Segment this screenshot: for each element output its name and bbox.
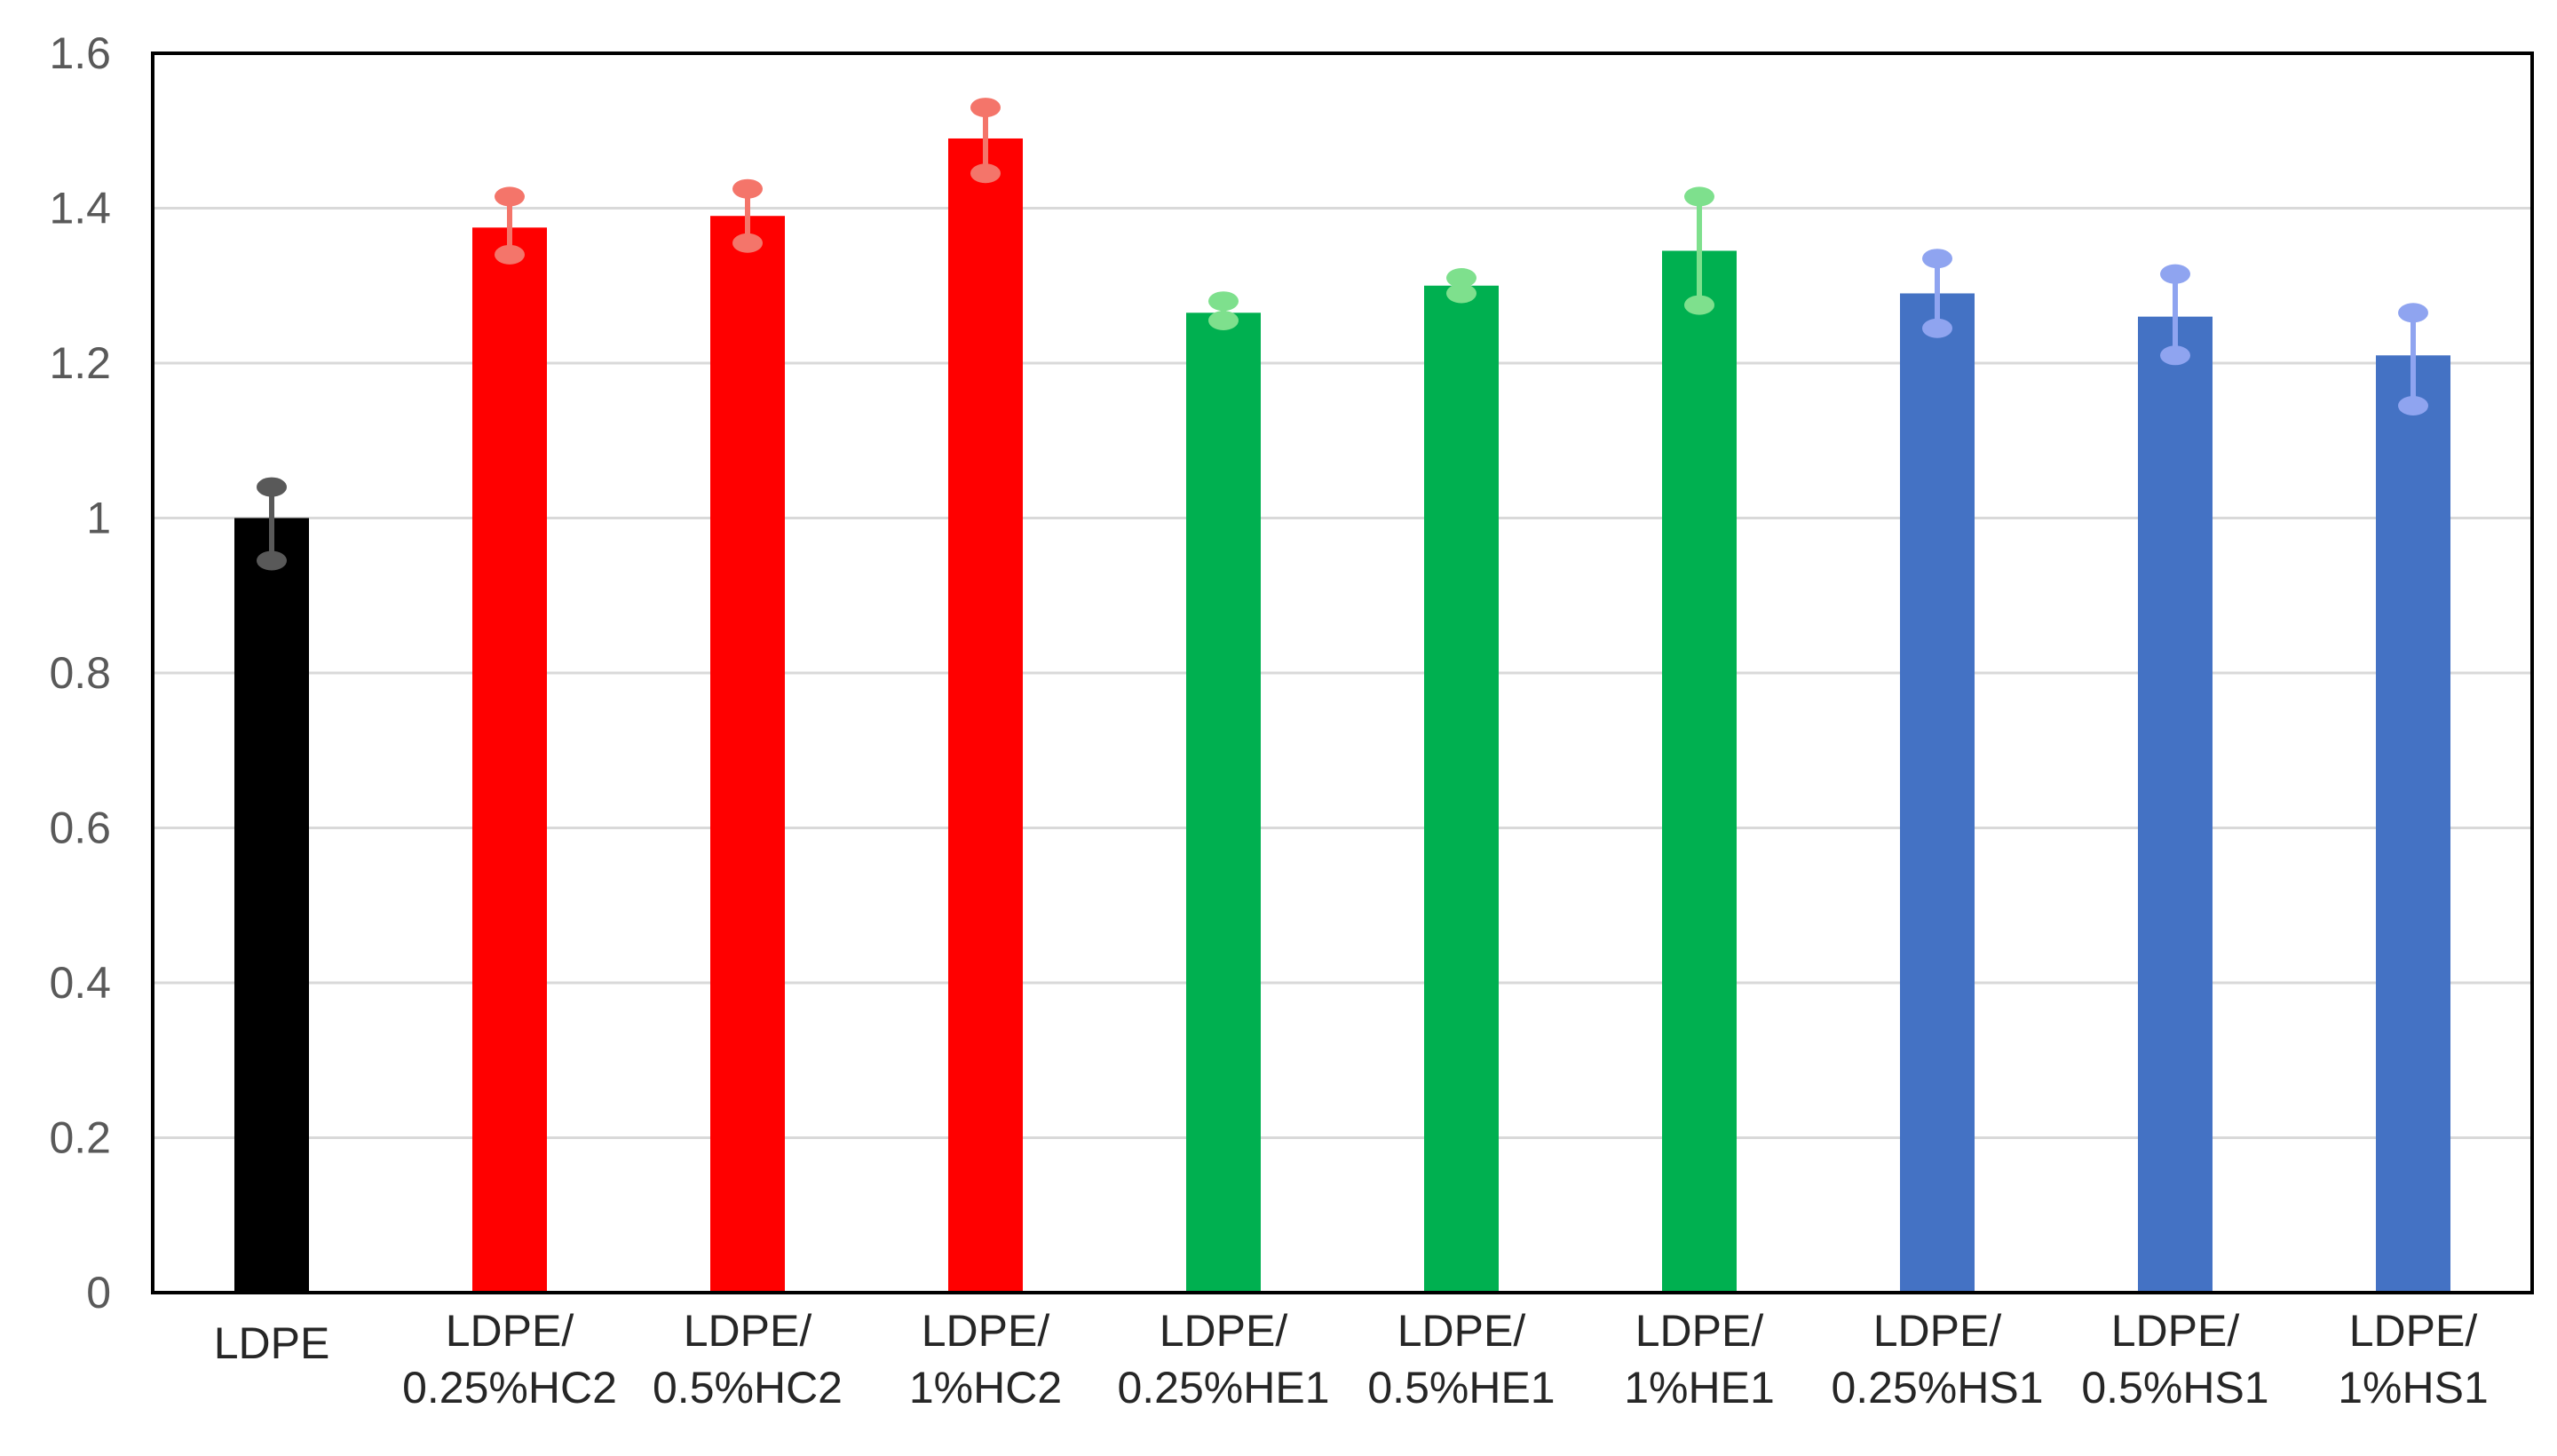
bar (1662, 250, 1737, 1293)
error-bar-cap-low (1446, 283, 1476, 304)
bar (472, 227, 547, 1293)
y-axis-ticks: 0 0.2 0.4 0.6 0.8 1 1.2 1.4 1.6 (49, 28, 111, 1318)
x-category-label: LDPE/0.25%HC2 (402, 1306, 617, 1412)
error-bar-cap-high (1446, 268, 1476, 289)
error-bar-cap-low (732, 233, 763, 253)
bar (234, 518, 309, 1293)
error-bar-cap-low (1684, 295, 1714, 315)
x-category-label: LDPE (214, 1318, 330, 1368)
x-category-label: LDPE/0.25%HS1 (1831, 1306, 2043, 1412)
error-bar-cap-high (970, 98, 1001, 118)
error-bar-cap-high (2398, 303, 2428, 323)
gridlines (153, 207, 2532, 1139)
y-tick-label: 0.2 (49, 1113, 111, 1163)
x-axis-labels: LDPE LDPE/0.25%HC2 LDPE/0.5%HC2 LDPE/1%HC2 L… (214, 1306, 2489, 1412)
y-tick-label: 1.6 (49, 28, 111, 78)
bar (1900, 293, 1975, 1294)
error-bar-cap-high (495, 186, 525, 207)
y-tick-label: 1.4 (49, 184, 111, 233)
bars (234, 138, 2450, 1294)
x-category-label: LDPE/1%HS1 (2338, 1306, 2489, 1412)
error-bar-cap-low (495, 244, 525, 265)
error-bar-cap-high (1208, 291, 1239, 312)
error-bar-cap-low (257, 550, 287, 571)
bar (1186, 313, 1261, 1294)
x-category-label: LDPE/0.5%HE1 (1367, 1306, 1555, 1412)
error-bar-cap-high (1922, 249, 1952, 269)
error-bar-cap-low (1922, 318, 1952, 338)
error-bar-cap-high (2160, 264, 2190, 284)
y-tick-label: 0.6 (49, 803, 111, 853)
bar (710, 216, 785, 1294)
error-bar-cap-high (257, 477, 287, 497)
error-bar-cap-low (1208, 311, 1239, 331)
bar (1424, 285, 1499, 1293)
bar (2376, 355, 2450, 1293)
error-bar-cap-low (2160, 345, 2190, 366)
error-bar-cap-high (1684, 186, 1714, 207)
error-bars (257, 98, 2428, 571)
x-category-label: LDPE/1%HC2 (909, 1306, 1062, 1412)
bar (948, 138, 1023, 1294)
bar (2138, 316, 2213, 1293)
y-tick-label: 1 (86, 494, 111, 543)
y-tick-label: 0.8 (49, 648, 111, 698)
x-category-label: LDPE/0.25%HE1 (1117, 1306, 1329, 1412)
x-category-label: LDPE/0.5%HC2 (653, 1306, 843, 1412)
x-category-label: LDPE/0.5%HS1 (2081, 1306, 2268, 1412)
error-bar-cap-low (2398, 395, 2428, 415)
error-bar-cap-low (970, 163, 1001, 184)
x-category-label: LDPE/1%HE1 (1624, 1306, 1775, 1412)
error-bar-cap-high (732, 178, 763, 199)
y-tick-label: 0 (86, 1268, 111, 1318)
y-tick-label: 0.4 (49, 958, 111, 1008)
y-tick-label: 1.2 (49, 338, 111, 388)
plot-frame (151, 51, 2534, 1294)
